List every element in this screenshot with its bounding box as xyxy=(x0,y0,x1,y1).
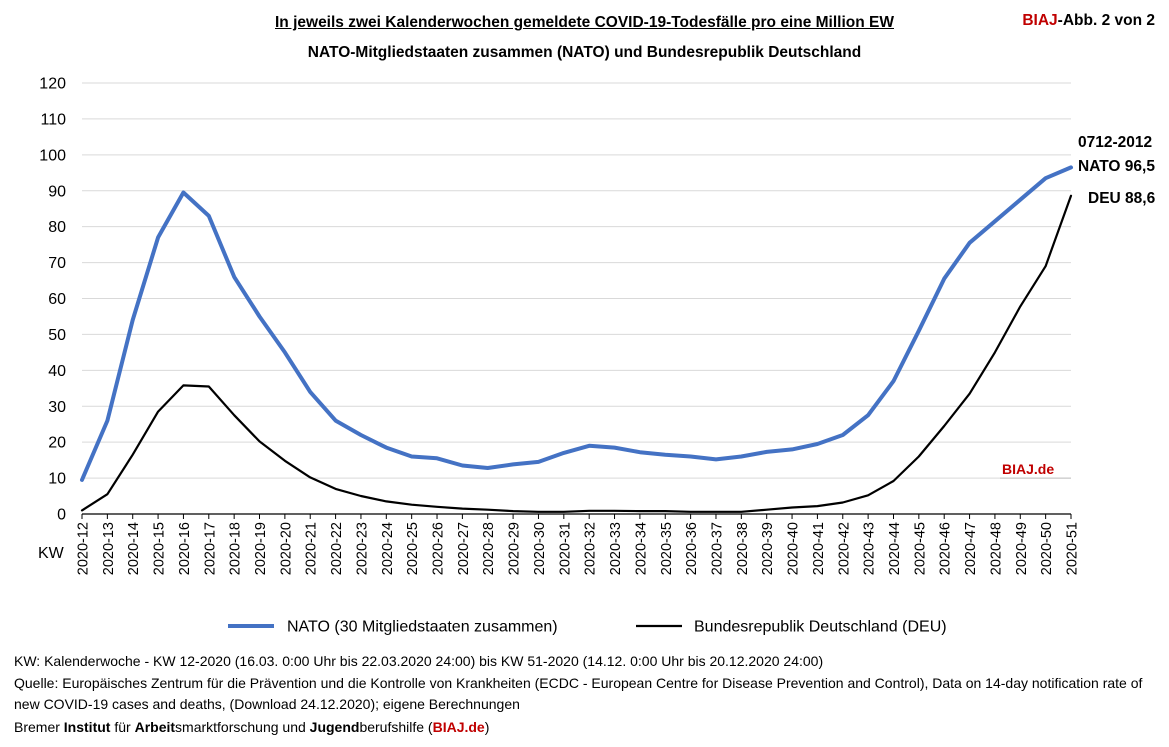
y-tick-label: 90 xyxy=(48,183,66,200)
annotation-period: 0712-2012 xyxy=(1078,134,1152,151)
x-tick-label: 2020-40 xyxy=(786,522,802,575)
y-tick-label: 60 xyxy=(48,291,66,308)
x-tick-label: 2020-42 xyxy=(836,522,852,575)
line-chart: 0 10 20 30 40 50 60 70 80 90 100 110 120 2020-12 2020-… xyxy=(38,76,1156,636)
x-tick-label: 2020-46 xyxy=(938,522,954,575)
x-tick-label: 2020-23 xyxy=(354,522,370,575)
x-tick-label: 2020-39 xyxy=(760,522,776,575)
x-tick-label: 2020-29 xyxy=(507,522,523,575)
x-tick-label: 2020-15 xyxy=(152,522,168,575)
x-tick-label: 2020-30 xyxy=(532,522,548,575)
x-axis-label: KW xyxy=(38,545,65,562)
y-tick-label: 0 xyxy=(57,507,66,524)
x-tick-label: 2020-18 xyxy=(228,522,244,575)
y-tick-label: 10 xyxy=(48,471,66,488)
x-tick-label: 2020-36 xyxy=(684,522,700,575)
x-tick-label: 2020-38 xyxy=(735,522,751,575)
series-line-nato xyxy=(80,165,1073,482)
annotation-deu-end: DEU 88,6 xyxy=(1088,190,1156,207)
legend-label-nato: NATO (30 Mitgliedstaaten zusammen) xyxy=(287,619,558,636)
x-tick-label: 2020-45 xyxy=(912,522,928,575)
x-tick-label: 2020-13 xyxy=(101,522,117,575)
x-tick-label: 2020-37 xyxy=(709,522,725,575)
badge-text: -Abb. 2 von 2 xyxy=(1057,12,1155,29)
badge-brand: BIAJ xyxy=(1022,12,1058,29)
x-tick-label: 2020-20 xyxy=(278,522,294,575)
x-tick-label: 2020-43 xyxy=(862,522,878,575)
institute-link[interactable]: BIAJ.de xyxy=(432,719,485,735)
x-tick-label: 2020-41 xyxy=(811,522,827,575)
watermark-label: BIAJ.de xyxy=(1002,461,1054,477)
institute-part: für xyxy=(110,719,135,735)
footnote-kw: KW: Kalenderwoche - KW 12-2020 (16.03. 0… xyxy=(14,653,824,669)
x-tick-label: 2020-19 xyxy=(253,522,269,575)
y-tick-label: 30 xyxy=(48,399,66,416)
institute-part: smarktforschung und xyxy=(175,719,310,735)
chart-title: In jeweils zwei Kalenderwochen gemeldete… xyxy=(275,14,894,31)
x-tick-label: 2020-16 xyxy=(177,522,193,575)
y-tick-label: 100 xyxy=(39,147,66,164)
x-tick-label: 2020-12 xyxy=(76,522,92,575)
x-tick-label: 2020-24 xyxy=(380,522,396,575)
y-tick-label: 120 xyxy=(39,76,66,93)
institute-part: berufshilfe ( xyxy=(359,719,433,735)
x-tick-label: 2020-17 xyxy=(202,522,218,575)
chart-subtitle: NATO-Mitgliedstaaten zusammen (NATO) und… xyxy=(307,44,862,61)
x-tick-label: 2020-44 xyxy=(887,522,903,575)
footnote-source: Quelle: Europäisches Zentrum für die Prä… xyxy=(14,675,1143,712)
x-tick-label: 2020-50 xyxy=(1039,522,1055,575)
y-tick-label: 40 xyxy=(48,363,66,380)
figure-badge: BIAJ-Abb. 2 von 2 xyxy=(1022,12,1155,30)
x-tick-label: 2020-47 xyxy=(963,522,979,575)
institute-part: ) xyxy=(484,719,490,735)
legend-label-deu: Bundesrepublik Deutschland (DEU) xyxy=(694,619,947,636)
x-tick-label: 2020-14 xyxy=(126,522,142,575)
institute-part: Bremer xyxy=(14,719,64,735)
y-tick-label: 110 xyxy=(40,111,66,128)
x-tick-label: 2020-32 xyxy=(583,522,599,575)
footnote-institute: Bremer Institut für Arbeitsmarktforschun… xyxy=(14,717,489,738)
x-tick-label: 2020-27 xyxy=(456,522,472,575)
x-tick-label: 2020-31 xyxy=(557,522,573,575)
x-tick-label: 2020-22 xyxy=(329,522,345,575)
y-tick-label: 70 xyxy=(48,255,66,272)
x-tick-label: 2020-33 xyxy=(608,522,624,575)
x-tick-label: 2020-51 xyxy=(1065,522,1081,575)
x-tick-label: 2020-26 xyxy=(431,522,447,575)
x-tick-label: 2020-28 xyxy=(481,522,497,575)
x-tick-label: 2020-25 xyxy=(405,522,421,575)
x-tick-label: 2020-34 xyxy=(633,522,649,575)
institute-part: Institut xyxy=(63,719,111,735)
x-tick-label: 2020-21 xyxy=(304,522,320,575)
x-tick-label: 2020-48 xyxy=(988,522,1004,575)
x-tick-label: 2020-49 xyxy=(1014,522,1030,575)
annotation-nato-end: NATO 96,5 xyxy=(1078,158,1155,175)
y-tick-label: 50 xyxy=(48,327,66,344)
institute-part: Jugend xyxy=(309,719,360,735)
institute-part: Arbeit xyxy=(134,719,176,735)
y-tick-label: 80 xyxy=(48,219,66,236)
series-line-deu xyxy=(80,194,1073,513)
y-tick-label: 20 xyxy=(48,435,66,452)
x-tick-label: 2020-35 xyxy=(659,522,675,575)
